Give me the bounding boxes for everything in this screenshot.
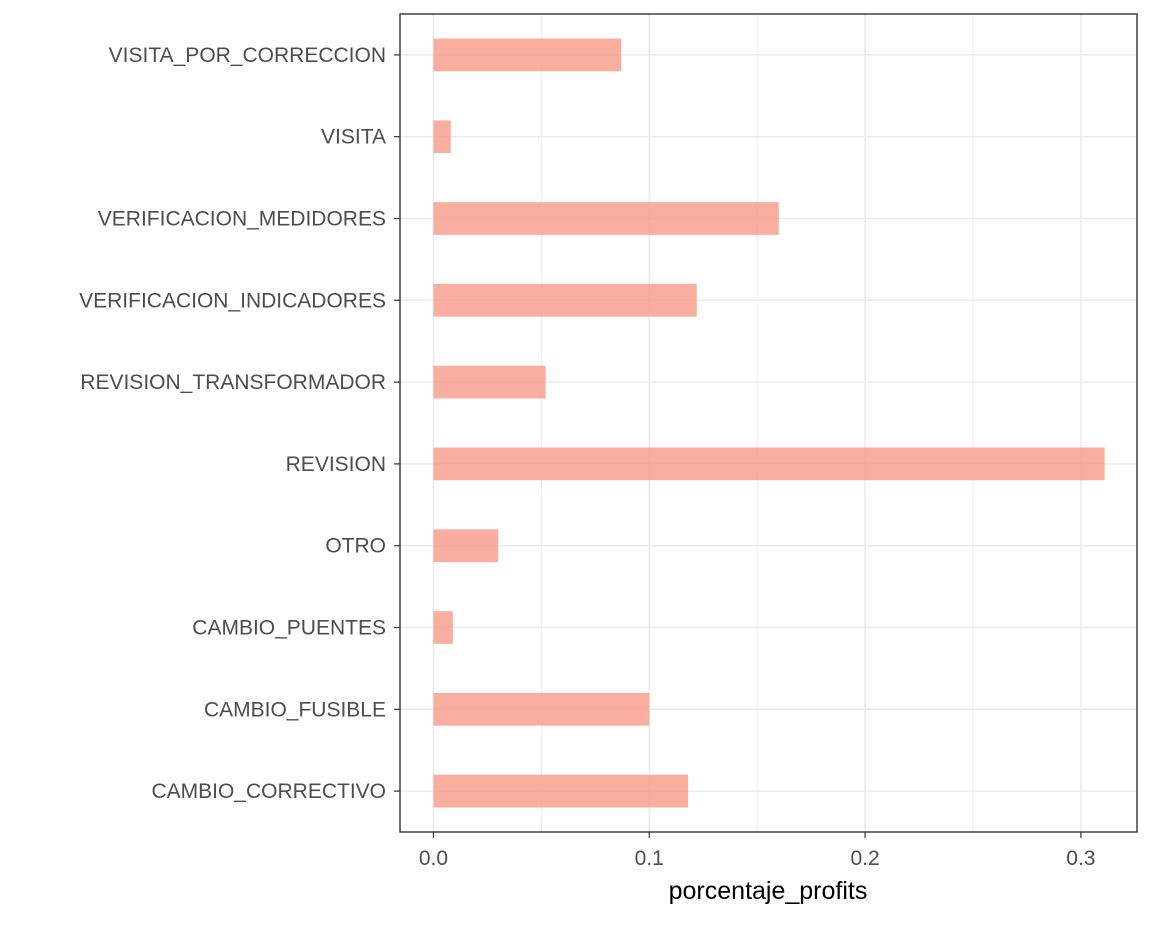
x-tick-label: 0.0	[419, 847, 448, 870]
bar	[433, 120, 451, 154]
panel-border	[399, 13, 1138, 833]
y-tick-label: OTRO	[325, 535, 386, 558]
x-axis: 0.0 0.1 0.2 0.3	[419, 832, 1095, 870]
bar	[433, 447, 1105, 481]
y-tick-label: REVISION	[286, 453, 386, 476]
y-tick-label: VERIFICACION_INDICADORES	[79, 289, 386, 312]
y-tick-label: VISITA_POR_CORRECCION	[109, 44, 386, 67]
bar	[433, 365, 546, 399]
x-axis-title: porcentaje_profits	[669, 877, 868, 905]
bar	[433, 774, 689, 808]
y-tick-label: REVISION_TRANSFORMADOR	[80, 371, 386, 394]
bar	[433, 283, 697, 317]
y-tick-label: VERIFICACION_MEDIDORES	[98, 208, 386, 231]
y-axis: CAMBIO_CORRECTIVO CAMBIO_FUSIBLE CAMBIO_PU…	[79, 44, 400, 803]
bar-layer	[433, 38, 1105, 808]
bar	[433, 202, 779, 235]
x-tick-label: 0.3	[1066, 847, 1095, 870]
y-tick-label: CAMBIO_CORRECTIVO	[151, 780, 386, 803]
x-tick-label: 0.2	[850, 847, 879, 870]
y-tick-label: CAMBIO_FUSIBLE	[204, 698, 386, 721]
y-tick-label: CAMBIO_PUENTES	[192, 617, 386, 640]
bar	[433, 38, 622, 72]
bar	[433, 611, 453, 644]
x-tick-label: 0.1	[635, 847, 664, 870]
bar	[433, 529, 499, 563]
y-tick-label: VISITA	[321, 126, 386, 149]
bar	[433, 692, 650, 726]
